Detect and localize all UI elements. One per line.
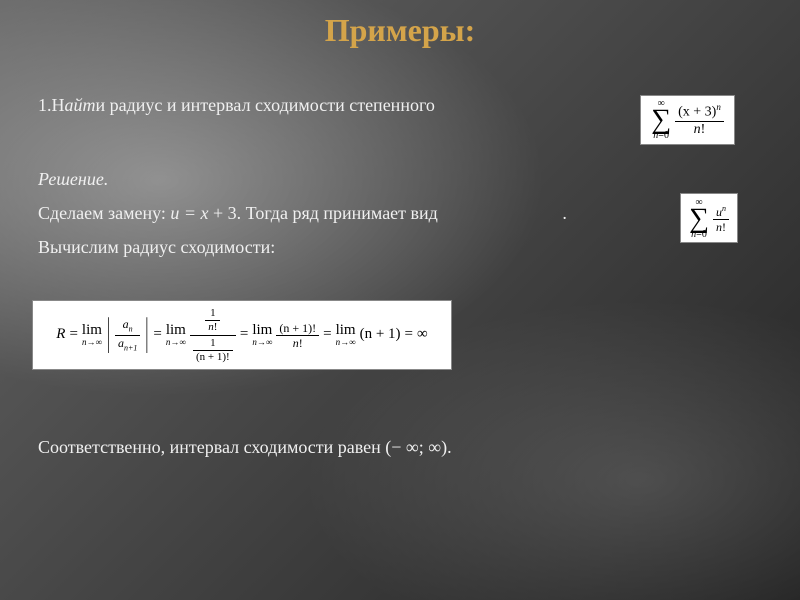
frac-1-num: (x + 3)n: [675, 103, 724, 120]
slide: Примеры: 1.Найти радиус и интервал сходи…: [0, 0, 800, 600]
frac-mid: (n + 1)! n!: [276, 322, 319, 349]
lim-3: lim n→∞: [252, 323, 272, 347]
eq2: =: [153, 327, 161, 343]
l1-italic: айт: [65, 95, 96, 115]
formula-sum-1: ∞ ∑ n=0 (x + 3)n n!: [640, 95, 735, 145]
frac-an: an an+1: [115, 318, 140, 352]
line-solution: Решение.: [38, 166, 762, 194]
l1-rest: и радиус и интервал сходимости степенног…: [96, 95, 435, 115]
R: R: [56, 327, 65, 343]
frac-2-num: un: [713, 205, 729, 218]
frac-1-den: n!: [691, 123, 709, 137]
eq1: =: [69, 327, 77, 343]
line-calc: Вычислим радиус сходимости:: [38, 234, 762, 262]
frac-2-den: n!: [713, 221, 729, 233]
formula-radius: R = lim n→∞ | an an+1 | = lim n→∞ 1: [32, 300, 452, 370]
eq3: =: [240, 327, 248, 343]
sub-rest: + 3. Тогда ряд принимает вид: [209, 203, 438, 223]
formula-sum-2: ∞ ∑ n=0 un n!: [680, 193, 738, 243]
line-conclusion: Соответственно, интервал сходимости раве…: [38, 434, 762, 462]
nested-frac: 1 n! 1 (n + 1)!: [190, 308, 236, 363]
body-text: 1.Найти радиус и интервал сходимости сте…: [38, 92, 762, 467]
page-title: Примеры:: [0, 12, 800, 49]
infty: ∞: [417, 327, 428, 343]
l1-prefix: 1.Н: [38, 95, 65, 115]
eq5: =: [405, 327, 413, 343]
abs-bar-1: |: [107, 316, 110, 355]
sigma-2: ∞ ∑ n=0: [689, 198, 709, 240]
sub-italic: u = x: [170, 203, 208, 223]
lim-4: lim n→∞: [336, 323, 356, 347]
frac-2: un n!: [713, 205, 729, 233]
sigma-2-bot: n=0: [691, 230, 707, 240]
eq4: =: [323, 327, 331, 343]
lim-2: lim n→∞: [166, 323, 186, 347]
tail: (n + 1): [360, 327, 401, 343]
sigma-1-bot: n=0: [653, 131, 669, 141]
abs-bar-2: |: [145, 316, 148, 355]
lim-1: lim n→∞: [82, 323, 102, 347]
sub-dot: .: [562, 203, 567, 223]
frac-1: (x + 3)n n!: [675, 103, 724, 137]
line-substitution: Сделаем замену: u = x + 3. Тогда ряд при…: [38, 200, 762, 228]
sigma-1: ∞ ∑ n=0: [651, 99, 671, 141]
sigma-glyph-1: ∑: [651, 109, 671, 131]
sub-prefix: Сделаем замену:: [38, 203, 170, 223]
sigma-glyph-2: ∑: [689, 208, 709, 230]
